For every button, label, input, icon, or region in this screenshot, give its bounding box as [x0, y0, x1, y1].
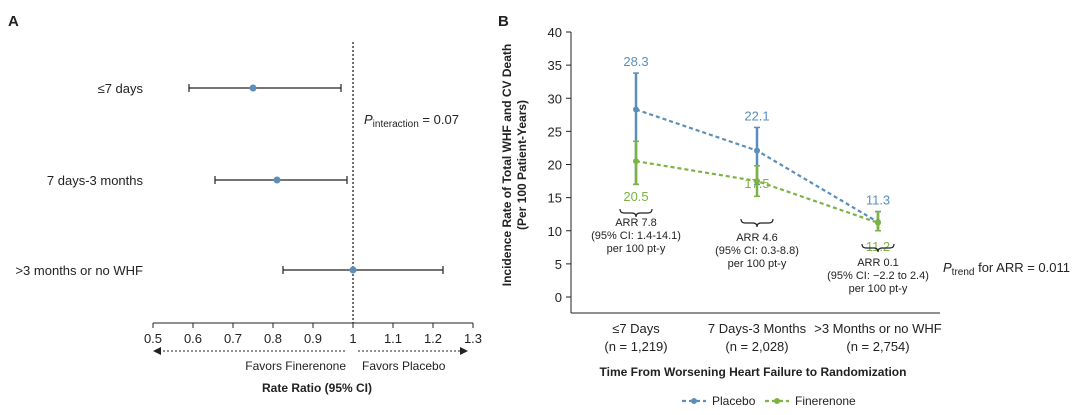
data-point: [754, 178, 760, 185]
y-tick-label: 40: [548, 25, 562, 40]
row-label: >3 months or no WHF: [15, 263, 143, 278]
y-tick-label: 5: [555, 257, 562, 272]
arr-note-line: per 100 pt-y: [607, 243, 666, 255]
point-estimate: [249, 84, 257, 92]
arr-note-line: per 100 pt-y: [849, 283, 908, 295]
data-point: [754, 147, 760, 154]
arr-note-line: ARR 7.8: [615, 217, 657, 229]
x-tick-label: 1: [349, 331, 356, 346]
y-tick-label: 0: [555, 290, 562, 305]
x-tick-label: 1.3: [464, 331, 482, 346]
y-tick-label: 35: [548, 58, 562, 73]
legend-marker: [774, 398, 780, 404]
x-tick-label: 0.9: [304, 331, 322, 346]
data-point: [633, 158, 639, 165]
panel-b-label: B: [498, 13, 509, 30]
legend-marker: [691, 398, 697, 404]
row-label: 7 days-3 months: [47, 173, 144, 188]
panel-b-y-axis-title: Incidence Rate of Total WHF and CV Death…: [500, 44, 529, 286]
y-tick-label: 15: [548, 191, 562, 206]
x-tick-label: 1.1: [384, 331, 402, 346]
finerenone-value-label: 17.5: [744, 176, 769, 191]
x-tick-label: 0.6: [184, 331, 202, 346]
arr-brace: [619, 208, 653, 218]
arr-note-line: ARR 0.1: [857, 257, 899, 269]
finerenone-value-label: 20.5: [623, 189, 648, 204]
x-tick-label: 0.5: [144, 331, 162, 346]
arr-note-line: (95% CI: 1.4-14.1): [591, 230, 681, 242]
favors-finerenone-label: Favors Finerenone: [245, 359, 346, 373]
placebo-value-label: 22.1: [744, 108, 769, 123]
arr-brace: [861, 243, 895, 253]
favors-placebo-label: Favors Placebo: [362, 359, 446, 373]
favors-right-arrowhead: [460, 347, 468, 355]
x-tick-label: 1.2: [424, 331, 442, 346]
x-tick-label: 0.7: [224, 331, 242, 346]
finerenone-value-label: 11.2: [866, 239, 890, 254]
y-tick-label: 30: [548, 91, 562, 106]
placebo-value-label: 28.3: [623, 54, 648, 69]
x-category-n: (n = 2,754): [846, 339, 909, 354]
row-label: ≤7 days: [98, 81, 144, 96]
y-tick-label: 25: [548, 124, 562, 139]
x-category-label: >3 Months or no WHF: [814, 321, 942, 336]
arr-note-line: (95% CI: 0.3-8.8): [715, 245, 799, 257]
legend-label: Finerenone: [795, 394, 856, 408]
panel-b-x-axis-title: Time From Worsening Heart Failure to Ran…: [600, 365, 907, 379]
x-category-n: (n = 1,219): [604, 339, 667, 354]
legend-label: Placebo: [712, 394, 756, 408]
panel-a-x-axis-title: Rate Ratio (95% CI): [262, 381, 372, 395]
arr-note-line: ARR 4.6: [736, 232, 778, 244]
placebo-value-label: 11.3: [866, 193, 890, 208]
panel-b-line-chart: B Incidence Rate of Total WHF and CV Dea…: [498, 13, 1070, 408]
x-category-label: ≤7 Days: [612, 321, 660, 336]
legend: Placebo Finerenone: [682, 394, 856, 408]
panel-a-label: A: [8, 13, 19, 30]
x-tick-label: 0.8: [264, 331, 282, 346]
p-interaction-label: Pinteraction = 0.07: [364, 112, 459, 130]
data-point: [633, 106, 639, 113]
arr-brace: [740, 218, 774, 228]
y-axis-title-line-2: (Per 100 Patient-Years): [515, 100, 529, 230]
point-estimate: [349, 266, 357, 274]
panel-a-forest-plot: A ≤7 days 7 days-3 months >3 months or no …: [8, 13, 482, 395]
point-estimate: [273, 176, 281, 184]
y-tick-label: 10: [548, 224, 562, 239]
p-trend-label: Ptrend for ARR = 0.011: [943, 260, 1070, 278]
y-axis-title-line-1: Incidence Rate of Total WHF and CV Death: [500, 44, 514, 286]
x-category-label: 7 Days-3 Months: [708, 321, 807, 336]
data-point: [875, 219, 881, 226]
arr-note-line: (95% CI: −2.2 to 2.4): [827, 270, 929, 282]
favors-left-arrowhead: [153, 347, 161, 355]
y-tick-label: 20: [548, 158, 562, 173]
x-category-n: (n = 2,028): [725, 339, 788, 354]
arr-note-line: per 100 pt-y: [728, 258, 787, 270]
